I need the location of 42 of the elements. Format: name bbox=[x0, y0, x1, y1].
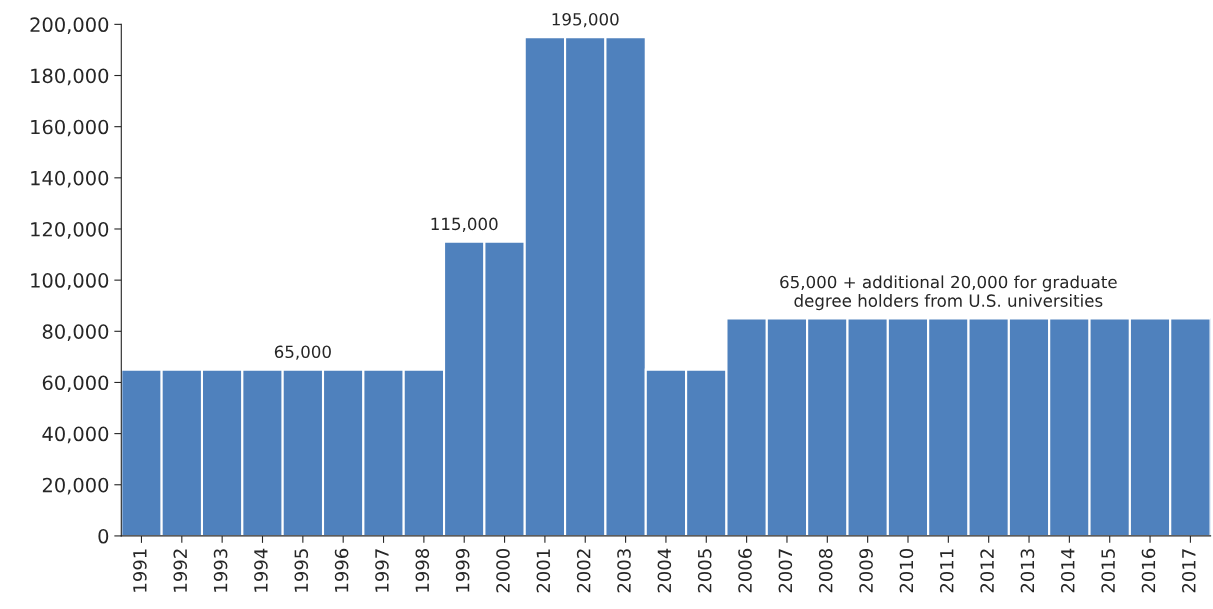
y-tick-label: 140,000 bbox=[31, 170, 109, 188]
x-tick-label: 2014 bbox=[1060, 548, 1075, 593]
annotation: 115,000 bbox=[431, 217, 498, 232]
x-tick-label: 2007 bbox=[778, 549, 793, 593]
x-tick-label: 2001 bbox=[536, 549, 551, 593]
annotation: 195,000 bbox=[552, 12, 619, 28]
x-tick-label: 1999 bbox=[455, 549, 470, 592]
y-tick-label: 20,000 bbox=[42, 477, 109, 495]
x-tick-label: 2016 bbox=[1141, 548, 1156, 593]
x-tick-label: 1996 bbox=[334, 548, 349, 592]
x-tick-label: 2010 bbox=[899, 548, 914, 593]
x-tick-label: 2013 bbox=[1020, 549, 1035, 593]
y-tick-label: 60,000 bbox=[42, 375, 109, 393]
x-tick-label: 1994 bbox=[254, 548, 268, 592]
x-tick-label: 2008 bbox=[818, 548, 833, 593]
x-tick-label: 2003 bbox=[617, 549, 631, 593]
y-tick-label: 180,000 bbox=[31, 68, 109, 86]
y-tick-label: 160,000 bbox=[31, 119, 109, 137]
x-tick-label: 2002 bbox=[576, 549, 591, 593]
x-tick-label: 2011 bbox=[939, 549, 954, 593]
y-tick-label: 200,000 bbox=[30, 17, 109, 35]
x-tick-label: 1991 bbox=[133, 549, 147, 592]
x-tick-label: 2004 bbox=[657, 548, 672, 593]
x-tick-label: 2017 bbox=[1181, 549, 1196, 593]
x-tick-label: 1997 bbox=[375, 549, 389, 592]
y-tick-label: 40,000 bbox=[42, 426, 109, 444]
x-tick-label: 2012 bbox=[980, 549, 994, 593]
x-tick-label: 1993 bbox=[213, 549, 228, 592]
y-tick-label: 100,000 bbox=[31, 273, 109, 290]
x-tick-label: 2009 bbox=[859, 549, 873, 593]
x-tick-label: 1992 bbox=[173, 549, 188, 592]
y-tick-label: 120,000 bbox=[31, 221, 109, 239]
x-tick-label: 2015 bbox=[1101, 549, 1115, 593]
x-tick-label: 1995 bbox=[294, 549, 309, 592]
annotation: 65,000 + additional 20,000 for graduate degree holders from U.S. universities bbox=[780, 275, 1117, 311]
x-tick-label: 1998 bbox=[415, 548, 430, 592]
y-tick-label: 0 bbox=[98, 528, 109, 544]
x-tick-label: 2006 bbox=[738, 548, 752, 593]
x-tick-label: 2000 bbox=[496, 548, 510, 593]
y-tick-label: 80,000 bbox=[42, 324, 109, 341]
annotation: 65,000 bbox=[274, 345, 331, 360]
x-tick-label: 2005 bbox=[697, 549, 712, 593]
